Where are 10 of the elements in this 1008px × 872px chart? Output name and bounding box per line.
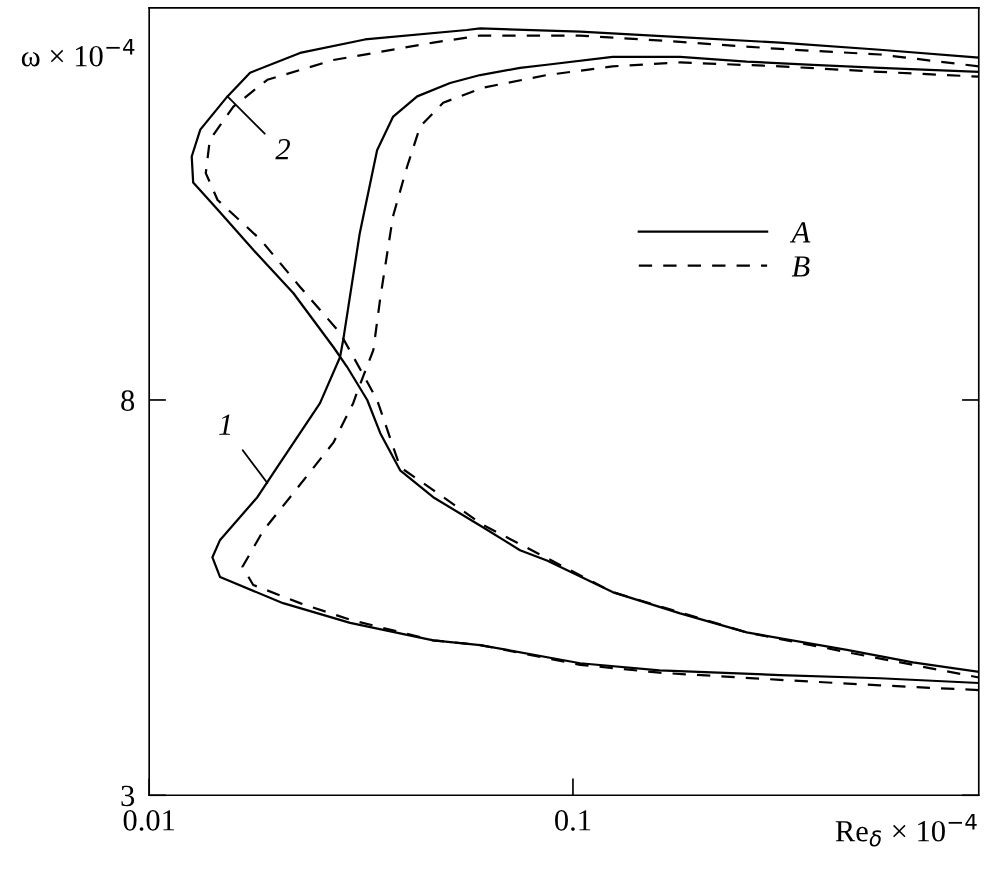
annotation: 1 xyxy=(219,414,230,435)
annotation: 2 xyxy=(275,139,290,160)
y-axis-title: ω × 10$^{−4}$ xyxy=(21,38,135,67)
legend-label: A xyxy=(789,222,811,243)
x-axis-title: Re$_{δ}$ × 10$^{−4}$ xyxy=(835,813,977,847)
x-tick-label: 0.1 xyxy=(555,810,591,831)
y-tick-label: 8 xyxy=(121,390,135,411)
y-tick-label: 3 xyxy=(121,785,135,807)
legend-label: B xyxy=(791,256,810,277)
x-tick-label: 0.01 xyxy=(123,810,175,831)
